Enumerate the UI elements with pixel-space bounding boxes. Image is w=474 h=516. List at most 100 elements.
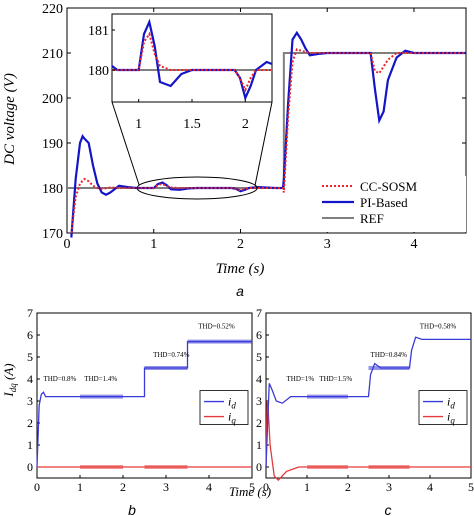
chart-a-ytick-label: 220 (42, 2, 63, 17)
chart-c-legend-label-iq: iq (447, 410, 455, 426)
chart-c-legend-label-sub: q (450, 416, 455, 426)
chart-b-ytick-label: 1 (27, 438, 33, 452)
chart-a-zoom-ellipse (136, 176, 258, 200)
chart-a-ytick-label: 190 (42, 137, 63, 152)
chart-a-xtick-label: 1 (150, 237, 157, 252)
chart-b-legend-label-id: id (228, 395, 236, 411)
chart-b-ylabel-unit: (A) (1, 363, 16, 383)
chart-c-xtick-label: 0 (263, 480, 269, 494)
chart-b-legend-label-iq: iq (228, 410, 236, 426)
chart-a-plot-frame (66, 7, 467, 234)
chart-c-xtick-label: 3 (386, 480, 392, 494)
chart-b-xtick-label: 4 (206, 480, 212, 494)
chart-a-legend-label-ref: REF (360, 211, 384, 226)
chart-b-xtick-label: 2 (120, 480, 126, 494)
chart-b-thd-annotation: THD=0.8% (43, 375, 76, 383)
chart-a-xtick-label: 2 (237, 237, 244, 252)
chart-b-ytick-label: 4 (27, 372, 33, 386)
chart-a-ytick-label: 170 (42, 227, 63, 242)
chart-c-xtick-label: 5 (468, 480, 474, 494)
chart-b-plot-frame (36, 312, 253, 479)
chart-b-xlabel: Time (s) (229, 484, 271, 499)
chart-a-xtick-label: 0 (64, 237, 71, 252)
chart-b-xtick-label: 3 (163, 480, 169, 494)
chart-b-legend-box (199, 390, 249, 425)
chart-b-xtick-label: 1 (77, 480, 83, 494)
chart-b-ytick-label: 0 (27, 460, 33, 474)
chart-c-plot-frame (265, 312, 472, 479)
chart-c-ripple-band (368, 366, 410, 370)
chart-b-legend-label-sub: q (231, 416, 236, 426)
chart-c-thd-annotation: THD=0.84% (371, 351, 408, 359)
chart-b-ripple-band (144, 465, 188, 469)
chart-a-panel-label: a (236, 283, 244, 299)
chart-c-legend-box (418, 390, 468, 425)
chart-b-ytick-label: 3 (27, 394, 33, 408)
chart-b-panel-label: b (128, 502, 136, 516)
chart-c-xtick-label: 2 (345, 480, 351, 494)
chart-a-inset-xtick-label: 1 (135, 117, 142, 132)
chart-a-inset-xtick-label: 2 (242, 117, 249, 132)
chart-a-inset-series-pi-based (112, 18, 272, 102)
chart-c-legend-label-sub: d (450, 401, 455, 411)
chart-b-ytick-label: 5 (27, 350, 33, 364)
chart-b-ytick-label: 2 (27, 416, 33, 430)
chart-a-xlabel: Time (s) (216, 261, 265, 277)
chart-a-inset-xtick-label: 1.5 (183, 117, 201, 132)
chart-b-ripple-band (80, 394, 123, 399)
chart-c-ripple-band (307, 394, 348, 399)
chart-c-legend-label-id: id (447, 395, 455, 411)
chart-c-ytick-label: 6 (256, 328, 262, 342)
chart-c-ytick-label: 5 (256, 350, 262, 364)
chart-a-inset-ytick-label: 180 (88, 64, 109, 79)
chart-b-thd-annotation: THD=0.74% (153, 351, 190, 359)
chart-b-thd-annotation: THD=0.52% (198, 322, 235, 330)
chart-a-inset-ytick-label: 181 (88, 24, 109, 39)
chart-b-legend-label-sub: d (231, 401, 236, 411)
chart-a-series-cc-sosm (70, 48, 466, 234)
chart-b-ytick-label: 7 (27, 306, 33, 320)
chart-a-legend-box (316, 176, 466, 232)
chart-a-inset-series-ref (112, 69, 272, 71)
chart-b-ylabel-sub: dq (8, 383, 18, 393)
chart-b-ripple-band (144, 366, 188, 370)
chart-a-xtick-label: 4 (410, 237, 417, 252)
chart-b-ylabel-main: I (1, 392, 16, 398)
chart-b-ripple-band (80, 465, 123, 469)
chart-b-legend-label-main: i (228, 395, 231, 409)
chart-c-ytick-label: 4 (256, 372, 262, 386)
chart-c-xtick-label: 4 (427, 480, 433, 494)
chart-a-ytick-label: 180 (42, 182, 63, 197)
chart-c: c 0 1 2 3 4 5 0 1 2 3 4 5 6 7 THD=1% THD=1.5% THD=0.84% T… (256, 306, 474, 516)
chart-c-legend-label-main: i (447, 410, 450, 424)
chart-b-xtick-label: 0 (34, 480, 40, 494)
chart-c-ytick-label: 7 (256, 306, 262, 320)
chart-c-ytick-label: 3 (256, 394, 262, 408)
chart-b-ytick-label: 6 (27, 328, 33, 342)
chart-a-inset-frame (111, 13, 273, 103)
chart-c-ytick-label: 2 (256, 416, 262, 430)
chart-b-ripple-band (187, 339, 252, 344)
chart-c-ripple-band (307, 465, 348, 469)
chart-c-ytick-label: 1 (256, 438, 262, 452)
chart-b-ylabel: Idq (A) (1, 363, 18, 397)
chart-a-legend-label-pi-based: PI-Based (360, 195, 408, 210)
chart-c-ripple-band (368, 465, 410, 469)
chart-b-legend-label-main: i (228, 410, 231, 424)
chart-b-xtick-label: 5 (249, 480, 255, 494)
chart-a-xtick-label: 3 (324, 237, 331, 252)
chart-a-ytick-label: 210 (42, 47, 63, 62)
chart-c-thd-annotation: THD=1% (287, 375, 315, 383)
chart-c-legend-label-main: i (447, 395, 450, 409)
chart-a-zoom-connector-right (254, 101, 273, 186)
chart-c-series-id (265, 336, 471, 468)
chart-a-ylabel: DC voltage (V) (2, 73, 18, 166)
chart-a-legend-label-cc-sosm: CC-SOSM (360, 179, 418, 194)
chart-c-xtick-label: 1 (304, 480, 310, 494)
chart-c-thd-annotation: THD=1.5% (319, 375, 352, 383)
chart-c-ytick-label: 0 (256, 460, 262, 474)
chart-a-inset-plot (112, 18, 272, 102)
chart-b: Idq (A) Time (s) b 0 1 2 3 4 501234567THD=0.8… (1, 306, 271, 516)
